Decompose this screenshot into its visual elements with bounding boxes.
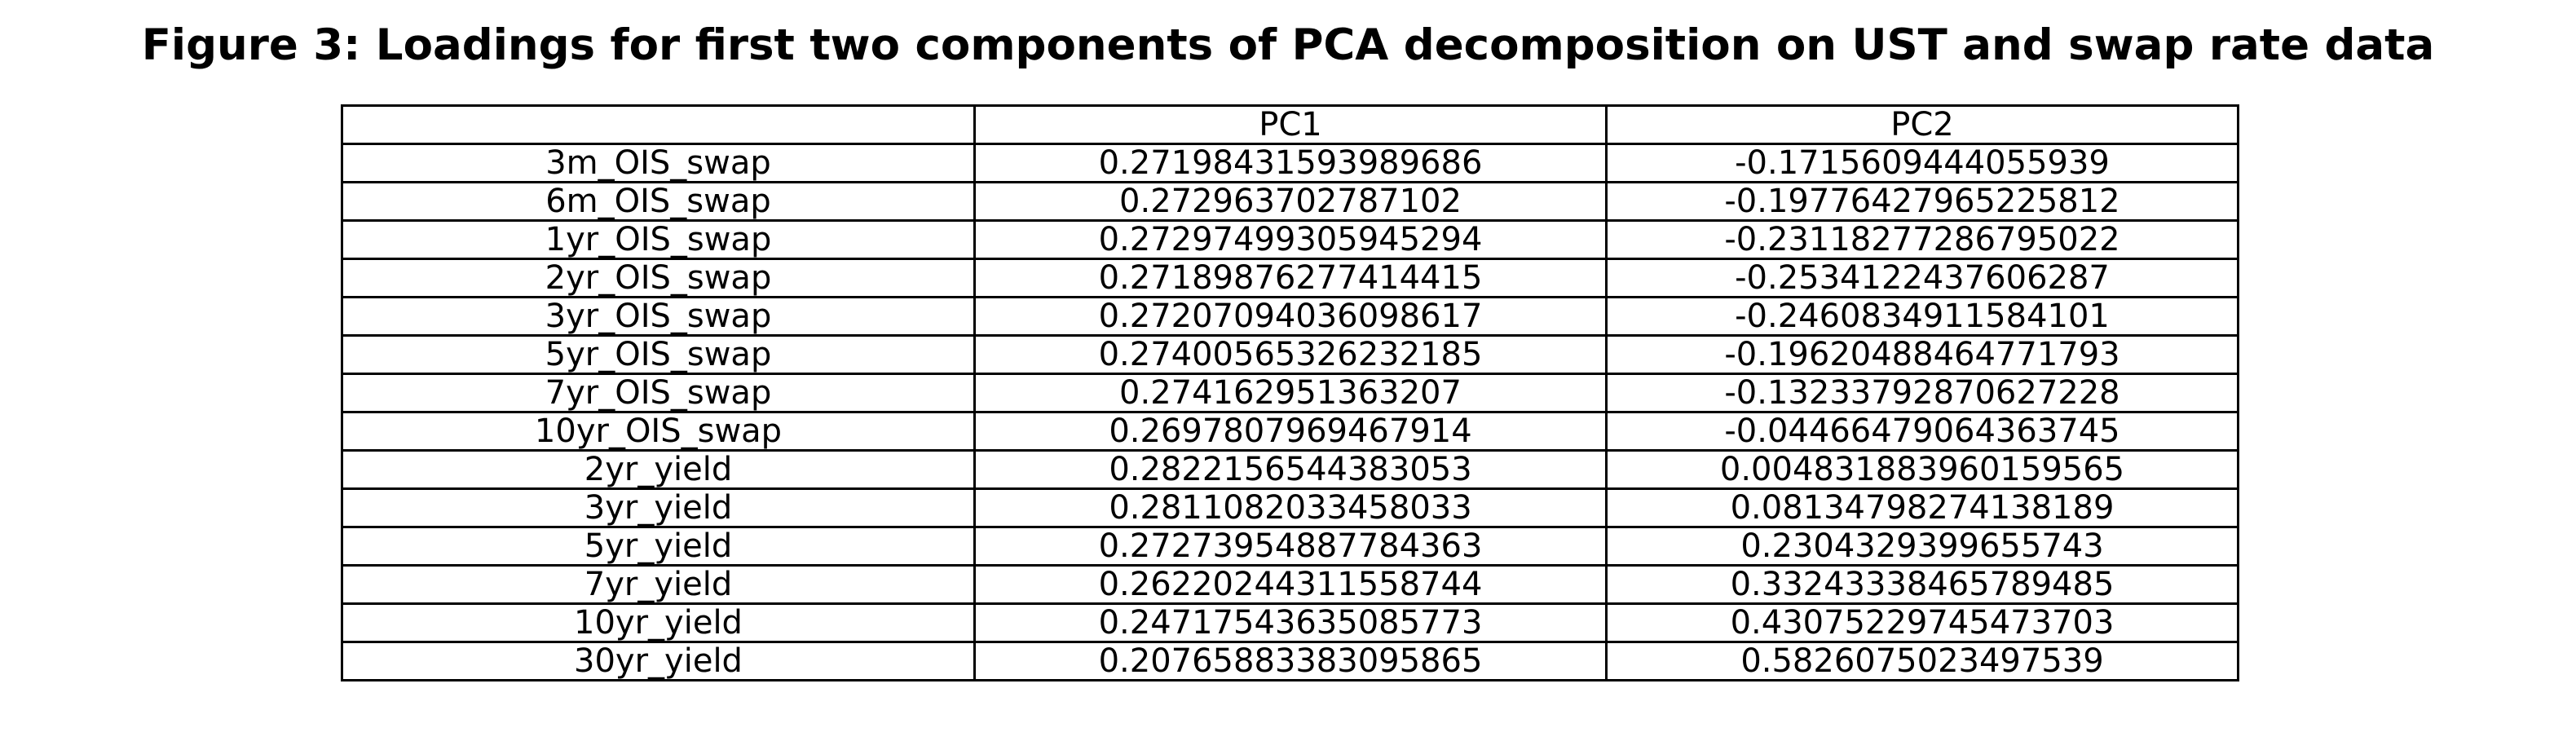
table-row: 3yr_yield 0.2811082033458033 0.081347982… — [341, 487, 2239, 528]
table-row: 7yr_OIS_swap 0.274162951363207 -0.132337… — [341, 373, 2239, 413]
header-cell-pc2: PC2 — [1605, 104, 2239, 145]
pc1-cell: 0.20765883383095865 — [973, 641, 1608, 681]
pc1-cell: 0.27273954887784363 — [973, 526, 1608, 567]
row-label-cell: 3m_OIS_swap — [341, 143, 976, 183]
pc1-cell: 0.27207094036098617 — [973, 296, 1608, 337]
row-label-cell: 5yr_yield — [341, 526, 976, 567]
table-row: 30yr_yield 0.20765883383095865 0.5826075… — [341, 641, 2239, 681]
table-row: 5yr_yield 0.27273954887784363 0.23043293… — [341, 526, 2239, 567]
row-label-cell: 7yr_yield — [341, 564, 976, 605]
table-row: 2yr_OIS_swap 0.27189876277414415 -0.2534… — [341, 258, 2239, 298]
pc2-cell: -0.04466479064363745 — [1605, 411, 2239, 452]
table-row: 1yr_OIS_swap 0.27297499305945294 -0.2311… — [341, 219, 2239, 260]
pc1-cell: 0.2697807969467914 — [973, 411, 1608, 452]
pc1-cell: 0.27297499305945294 — [973, 219, 1608, 260]
row-label-cell: 3yr_yield — [341, 487, 976, 528]
pc2-cell: 0.5826075023497539 — [1605, 641, 2239, 681]
row-label-cell: 2yr_OIS_swap — [341, 258, 976, 298]
pc1-cell: 0.27400565326232185 — [973, 334, 1608, 375]
table-row: 3yr_OIS_swap 0.27207094036098617 -0.2460… — [341, 296, 2239, 337]
table-row: 3m_OIS_swap 0.27198431593989686 -0.17156… — [341, 143, 2239, 183]
pc1-cell: 0.2822156544383053 — [973, 449, 1608, 490]
table-row: 6m_OIS_swap 0.272963702787102 -0.1977642… — [341, 181, 2239, 222]
row-label-cell: 10yr_OIS_swap — [341, 411, 976, 452]
pc1-cell: 0.27189876277414415 — [973, 258, 1608, 298]
row-label-cell: 2yr_yield — [341, 449, 976, 490]
pc2-cell: 0.08134798274138189 — [1605, 487, 2239, 528]
table-row: 5yr_OIS_swap 0.27400565326232185 -0.1962… — [341, 334, 2239, 375]
row-label-cell: 1yr_OIS_swap — [341, 219, 976, 260]
header-row: PC1 PC2 — [341, 104, 2239, 145]
pc1-cell: 0.272963702787102 — [973, 181, 1608, 222]
table-row: 10yr_OIS_swap 0.2697807969467914 -0.0446… — [341, 411, 2239, 452]
row-label-cell: 7yr_OIS_swap — [341, 373, 976, 413]
pc1-cell: 0.24717543635085773 — [973, 602, 1608, 643]
pc2-cell: -0.1715609444055939 — [1605, 143, 2239, 183]
row-label-cell: 5yr_OIS_swap — [341, 334, 976, 375]
table-row: 7yr_yield 0.26220244311558744 0.33243338… — [341, 564, 2239, 605]
pc2-cell: -0.2460834911584101 — [1605, 296, 2239, 337]
loadings-table: PC1 PC2 3m_OIS_swap 0.27198431593989686 … — [341, 104, 2239, 681]
row-label-cell: 6m_OIS_swap — [341, 181, 976, 222]
pc1-cell: 0.27198431593989686 — [973, 143, 1608, 183]
pc1-cell: 0.2811082033458033 — [973, 487, 1608, 528]
row-label-cell: 10yr_yield — [341, 602, 976, 643]
pc2-cell: -0.13233792870627228 — [1605, 373, 2239, 413]
table-row: 2yr_yield 0.2822156544383053 0.004831883… — [341, 449, 2239, 490]
header-cell-pc1: PC1 — [973, 104, 1608, 145]
figure-title: Figure 3: Loadings for first two compone… — [141, 20, 2435, 70]
row-label-cell: 3yr_OIS_swap — [341, 296, 976, 337]
pc2-cell: -0.2534122437606287 — [1605, 258, 2239, 298]
pc2-cell: -0.19776427965225812 — [1605, 181, 2239, 222]
pc1-cell: 0.274162951363207 — [973, 373, 1608, 413]
pc2-cell: -0.19620488464771793 — [1605, 334, 2239, 375]
pc1-cell: 0.26220244311558744 — [973, 564, 1608, 605]
row-label-cell: 30yr_yield — [341, 641, 976, 681]
pc2-cell: -0.23118277286795022 — [1605, 219, 2239, 260]
pc2-cell: 0.43075229745473703 — [1605, 602, 2239, 643]
header-cell-label — [341, 104, 976, 145]
pc2-cell: 0.004831883960159565 — [1605, 449, 2239, 490]
pc2-cell: 0.33243338465789485 — [1605, 564, 2239, 605]
pc2-cell: 0.2304329399655743 — [1605, 526, 2239, 567]
table-row: 10yr_yield 0.24717543635085773 0.4307522… — [341, 602, 2239, 643]
